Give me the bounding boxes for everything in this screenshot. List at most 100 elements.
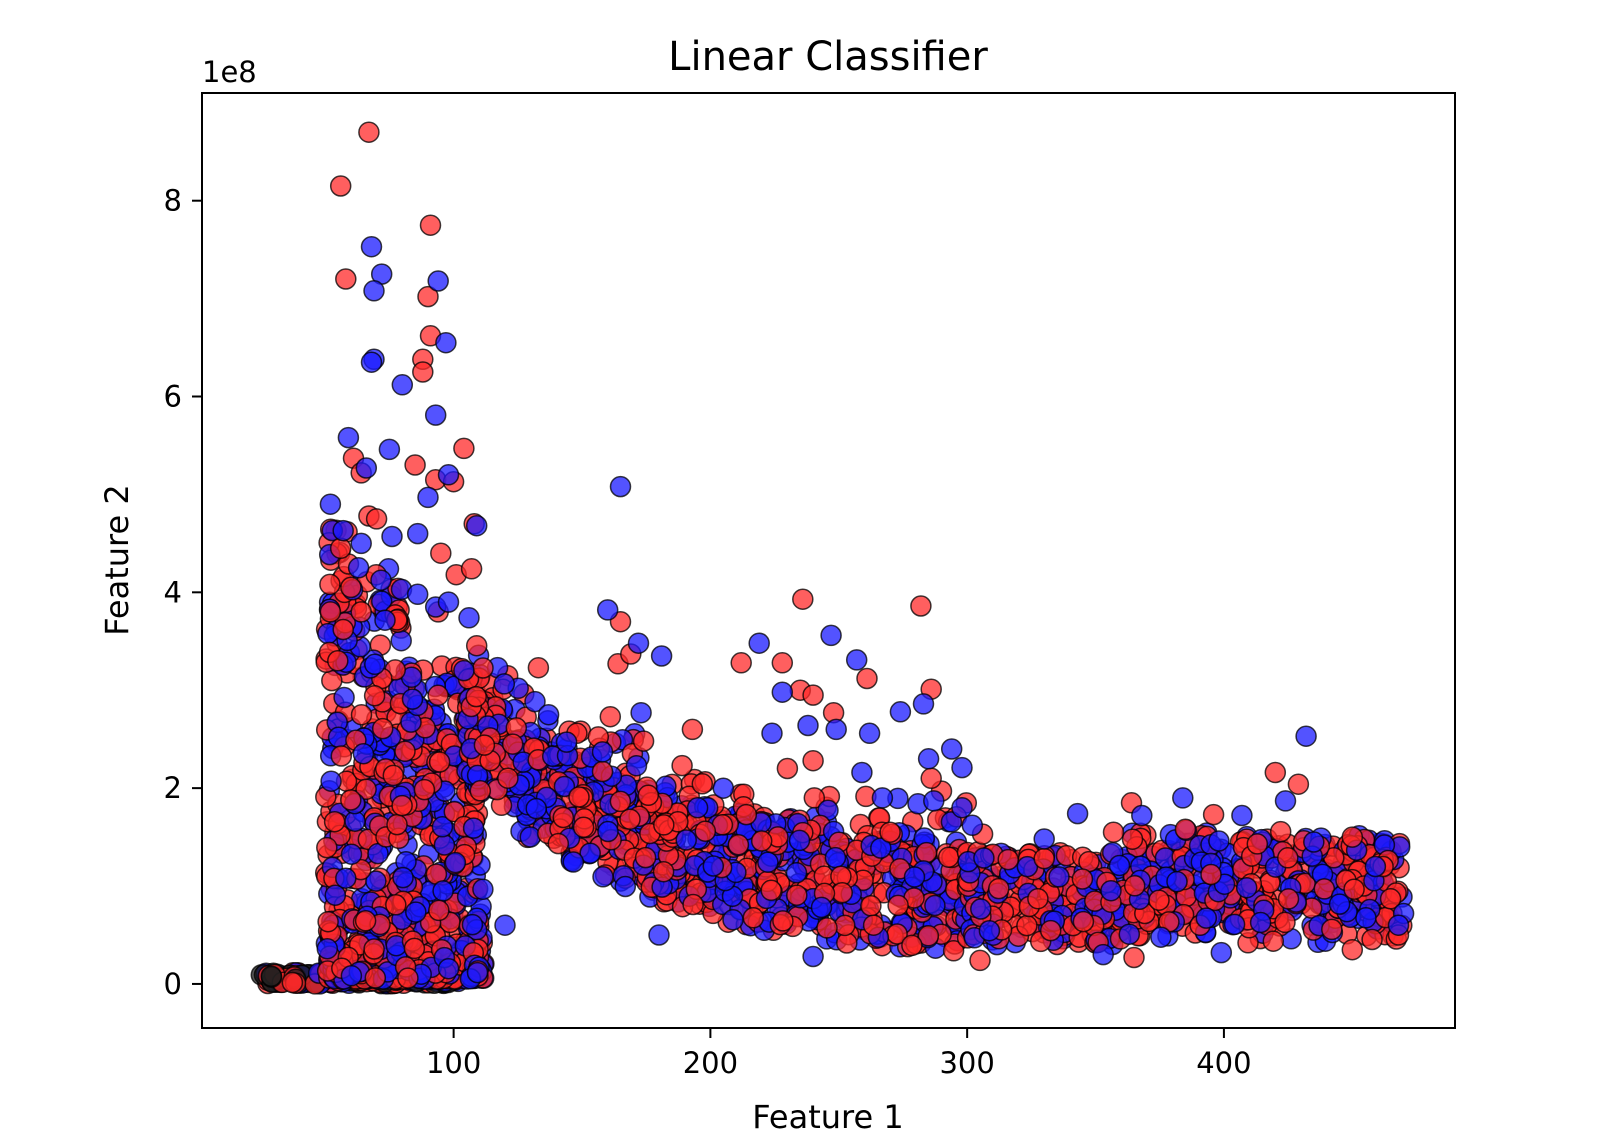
scatter-point <box>742 907 765 929</box>
scatter-point <box>260 965 283 987</box>
scatter-point <box>760 879 782 902</box>
scatter-point <box>757 851 779 874</box>
scatter-point <box>472 657 494 679</box>
scatter-point <box>427 684 449 707</box>
scatter-point <box>1361 928 1383 951</box>
y-offset-label: 1e8 <box>202 55 257 89</box>
scatter-point <box>1277 888 1300 910</box>
scatter-point <box>337 426 360 449</box>
scatter-point <box>1131 804 1153 827</box>
scatter-point <box>329 175 352 197</box>
scatter-point <box>735 803 758 826</box>
scatter-point <box>435 331 457 354</box>
scatter-point <box>519 826 542 848</box>
scatter-point <box>1249 911 1272 934</box>
scatter-point <box>370 569 392 591</box>
scatter-point <box>1048 866 1070 888</box>
scatter-point <box>788 829 811 852</box>
scatter-point <box>771 681 794 703</box>
y-tick-label: 6 <box>164 380 182 414</box>
scatter-point <box>802 945 824 968</box>
scatter-point <box>465 685 487 708</box>
scatter-point <box>1123 946 1145 969</box>
ticks-layer: 100 200 300 400 0 2 4 6 8 <box>164 184 1252 1080</box>
scatter-point <box>473 734 496 756</box>
scatter-point <box>335 268 357 290</box>
scatter-point <box>382 764 405 787</box>
scatter-point <box>592 866 614 888</box>
scatter-point <box>912 693 935 715</box>
scatter-point <box>579 842 601 864</box>
scatter-point <box>465 514 488 537</box>
scatter-point <box>591 741 614 763</box>
scatter-point <box>591 760 614 783</box>
scatter-point <box>562 851 585 873</box>
scatter-point <box>364 967 387 989</box>
scatter-point <box>404 454 426 476</box>
scatter-point <box>917 748 940 770</box>
scatter-point <box>942 940 965 962</box>
scatter-point <box>1102 821 1125 843</box>
scatter-point <box>730 652 752 674</box>
scatter-point <box>970 898 992 920</box>
scatter-point <box>792 588 814 610</box>
scatter-point <box>1150 926 1172 948</box>
scatter-point <box>682 893 704 916</box>
x-tick-label: 100 <box>426 1046 481 1080</box>
scatter-point <box>340 843 363 865</box>
scatter-point <box>625 754 648 777</box>
scatter-point <box>432 880 454 902</box>
scatter-point <box>364 653 386 676</box>
scatter-point <box>901 934 923 957</box>
scatter-point <box>461 913 484 936</box>
scatter-point <box>462 817 485 839</box>
scatter-point <box>961 814 984 837</box>
scatter-point <box>599 705 622 728</box>
scatter-point <box>887 894 909 917</box>
scatter-point <box>1235 876 1258 899</box>
scatter-point <box>405 901 427 923</box>
scatter-point <box>889 701 912 723</box>
scatter-point <box>469 780 492 802</box>
scatter-point <box>363 280 385 302</box>
scatter-point <box>433 834 456 856</box>
scatter-point <box>397 967 419 989</box>
scatter-point <box>686 796 709 819</box>
scatter-point <box>472 878 494 901</box>
scatter-point <box>820 624 842 647</box>
scatter-point <box>555 731 578 753</box>
scatter-point <box>453 659 475 682</box>
scatter-point <box>547 832 570 855</box>
scatter-point <box>1208 830 1230 852</box>
x-axis-label: Feature 1 <box>752 1098 903 1136</box>
scatter-point <box>316 937 339 960</box>
scatter-point <box>319 573 341 596</box>
scatter-point <box>1303 831 1325 853</box>
scatter-point <box>776 757 799 780</box>
scatter-point <box>862 914 885 936</box>
scatter-point <box>951 796 973 819</box>
scatter-point <box>1231 804 1253 827</box>
scatter-point <box>413 778 436 801</box>
scatter-point <box>671 754 693 777</box>
scatter-point <box>332 618 354 641</box>
scatter-point <box>1195 907 1218 929</box>
scatter-point <box>748 632 770 654</box>
scatter-point <box>352 742 375 765</box>
scatter-point <box>920 767 942 790</box>
scatter-point <box>596 599 619 621</box>
scatter-point <box>363 938 385 960</box>
scatter-point <box>627 632 650 654</box>
scatter-point <box>385 894 407 916</box>
scatter-point <box>637 784 660 807</box>
scatter-point <box>1295 725 1317 747</box>
scatter-point <box>1172 787 1194 809</box>
scatter-point <box>750 830 773 852</box>
scatter-point <box>1246 833 1269 855</box>
scatter-point <box>365 870 387 892</box>
y-tick-label: 8 <box>164 184 182 218</box>
scatter-point <box>834 914 856 937</box>
y-axis-label: Feature 2 <box>98 484 136 635</box>
scatter-point <box>391 794 413 817</box>
